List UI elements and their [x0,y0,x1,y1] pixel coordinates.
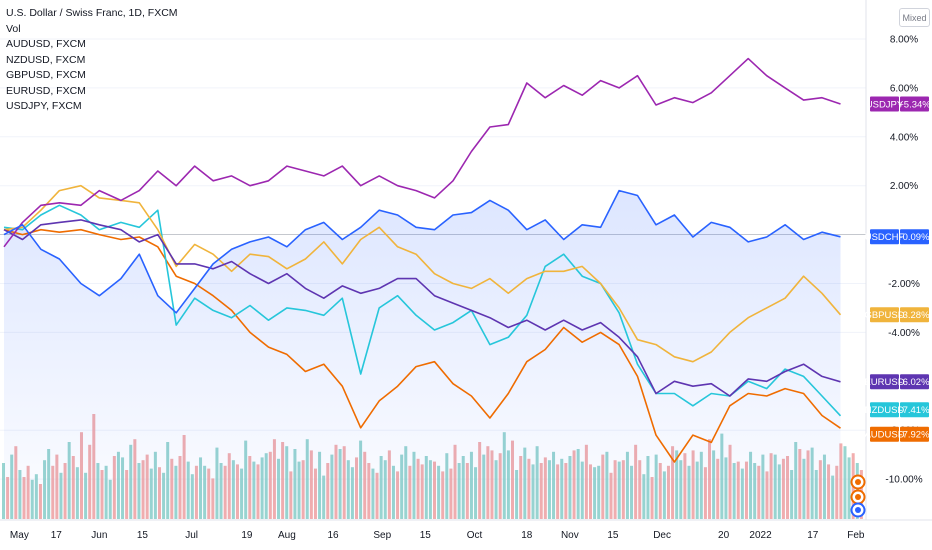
x-tick-label-1: 17 [51,530,63,541]
value-tag-name-bg [870,402,899,418]
usdchf-area-fill [4,190,841,520]
value-tag-name-bg [870,307,899,323]
x-tick-label-18: Feb [847,530,865,541]
series-line-usdchf [3,189,841,314]
x-tick-label-2: Jun [91,530,107,541]
legend-item-gbpusd[interactable]: GBPUSD, FXCM [6,69,86,81]
y-tick-label-1: 6.00% [890,83,918,94]
x-tick-label-5: 19 [241,530,253,541]
value-tag-value: -6.02% [899,377,930,388]
time-scale[interactable]: May 17 Jun 15 Jul 19 Aug 16 Sep 15 Oct 18 Nov 15 Dec 20… [10,530,865,541]
value-tag-value: +5.34% [898,99,931,110]
series-line-gbpusd [3,184,842,363]
x-tick-label-0: May [10,530,29,541]
x-tick-label-14: Dec [653,530,671,541]
x-tick-label-17: 17 [807,530,819,541]
x-tick-label-10: Oct [467,530,483,541]
value-tag-value: -3.28% [899,310,930,321]
value-tag-audusd: AUDUSD-7.92% [864,426,930,442]
value-tag-value-bg [900,402,929,418]
legend-main-symbol[interactable]: U.S. Dollar / Swiss Franc, 1D, FXCM [6,7,178,19]
x-tick-label-3: 15 [137,530,149,541]
value-tag-value-bg [900,307,929,323]
series-line-nzdusd [3,204,842,417]
legend-item-nzdusd[interactable]: NZDUSD, FXCM [6,53,86,66]
scale-mode-button[interactable]: Mixed [899,8,930,27]
value-tag-name: USDCHF [865,232,905,243]
y-tick-label-5: -4.00% [888,328,920,339]
value-tag-value: -7.41% [899,405,930,416]
x-tick-label-13: 15 [607,530,619,541]
series-lines [3,57,842,463]
legend-item-usdjpy[interactable]: USDJPY, FXCM [6,100,82,112]
y-tick-label-0: 8.00% [890,35,918,46]
series-line-eurusd [3,219,841,397]
series-line-audusd [3,228,841,463]
value-tag-value-bg [900,426,929,442]
chart-legend: U.S. Dollar / Swiss Franc, 1D, FXCM Vol … [6,6,178,115]
last-value-tags: USDCHF-0.09% USDJPY+5.34% GBPUSD-3.28% EURU… [864,96,931,442]
value-tag-name: EURUSD [864,377,904,388]
legend-volume[interactable]: Vol [6,22,21,35]
value-tag-value: -7.92% [899,430,930,441]
volume-bar-204 [839,443,843,519]
legend-item-eurusd[interactable]: EURUSD, FXCM [6,84,86,97]
value-tag-name: USDJPY [866,99,904,110]
value-tag-name: AUDUSD [864,430,904,441]
volume-bar-206 [847,457,851,519]
usdchf-area [4,190,841,520]
series-line-usdjpy [3,57,841,248]
value-tag-name-bg [870,426,899,442]
value-tag-eurusd: EURUSD-6.02% [864,374,930,390]
x-tick-label-9: 15 [420,530,432,541]
value-tag-value: -0.09% [899,232,930,243]
x-tick-label-8: Sep [373,530,391,541]
y-tick-label-3: 2.00% [890,181,918,192]
x-tick-label-15: 20 [718,530,730,541]
volume-bar-205 [843,446,847,519]
value-tag-gbpusd: GBPUSD-3.28% [864,307,930,323]
value-tag-nzdusd: NZDUSD-7.41% [865,402,930,418]
x-tick-label-4: Jul [185,530,198,541]
x-tick-label-12: Nov [561,530,579,541]
value-tag-value-bg [900,374,929,390]
y-tick-label-4: -2.00% [888,279,920,290]
x-tick-label-11: 18 [521,530,533,541]
event-flag-dot-0 [855,479,861,485]
volume-bar-0 [2,463,6,519]
value-tag-name-bg [870,374,899,390]
value-tag-value-bg [900,96,929,112]
value-tag-name: NZDUSD [865,405,905,416]
event-flag-dot-1 [855,494,861,500]
x-tick-label-6: Aug [278,530,296,541]
x-tick-label-16: 2022 [749,530,772,541]
value-tag-name-bg [870,96,899,112]
event-flags[interactable] [850,474,866,518]
legend-item-audusd[interactable]: AUDUSD, FXCM [6,38,86,50]
event-flag-dot-2 [855,507,861,513]
y-tick-label-2: 4.00% [890,132,918,143]
value-tag-name: GBPUSD [864,310,904,321]
y-tick-label-7: -10.00% [885,475,922,486]
value-tag-value-bg [900,229,929,245]
x-tick-label-7: 16 [327,530,339,541]
value-tag-name-bg [870,229,899,245]
value-tag-usdjpy: USDJPY+5.34% [866,96,931,112]
value-tag-usdchf: USDCHF-0.09% [865,229,930,245]
